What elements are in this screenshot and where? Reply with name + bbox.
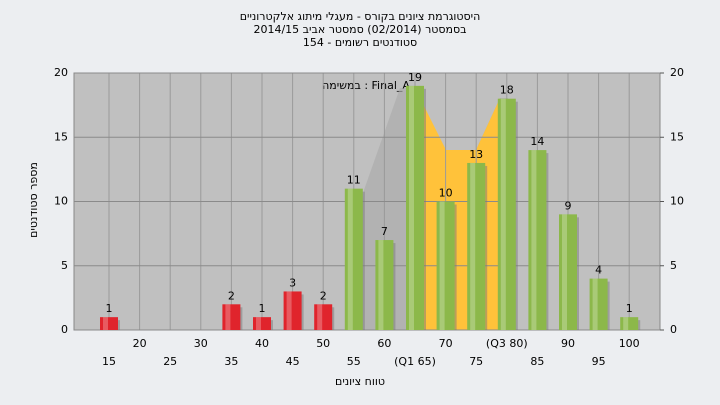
y-tick-label: 20	[54, 66, 68, 79]
bar-highlight	[103, 317, 108, 330]
data-label: 1	[626, 302, 633, 315]
data-label: 1	[259, 302, 266, 315]
y2-tick-label: 20	[670, 66, 684, 79]
data-label: 9	[565, 199, 572, 212]
bar-highlight	[347, 188, 353, 330]
x-tick-label: 70	[439, 337, 453, 350]
bar	[253, 317, 271, 330]
data-label: 11	[347, 174, 361, 187]
x-tick-label: 55	[347, 355, 361, 368]
x-tick-label: 100	[619, 337, 640, 350]
bar	[559, 214, 577, 330]
bar	[467, 162, 486, 330]
x-tick-label: 15	[102, 355, 116, 368]
bar	[497, 98, 516, 330]
bar	[314, 304, 333, 330]
data-label: 7	[381, 225, 388, 238]
bar-highlight	[378, 240, 384, 330]
bar	[344, 188, 363, 330]
y2-tick-label: 15	[670, 130, 684, 143]
bar	[222, 304, 241, 330]
x-tick-label: 35	[224, 355, 238, 368]
y2-tick-label: 0	[670, 323, 677, 336]
data-label: 10	[439, 187, 453, 200]
bar-highlight	[256, 317, 261, 330]
bar	[100, 317, 118, 330]
y-tick-label: 10	[54, 195, 68, 208]
x-tick-label: 50	[316, 337, 330, 350]
y-tick-label: 15	[54, 130, 68, 143]
y2-tick-label: 5	[670, 259, 677, 272]
data-label: 13	[469, 148, 483, 161]
bar-highlight	[225, 304, 231, 330]
bar-highlight	[317, 304, 323, 330]
bar-highlight	[592, 278, 598, 330]
data-label: 18	[500, 84, 514, 97]
x-tick-label: 40	[255, 337, 269, 350]
bar-highlight	[470, 162, 476, 330]
y-axis-label: מספר סטודנטים	[27, 162, 40, 238]
y2-tick-label: 10	[670, 195, 684, 208]
x-axis-label: טווח ציונים	[335, 375, 385, 388]
data-label: 2	[228, 289, 235, 302]
x-tick-label: 75	[469, 355, 483, 368]
bar-highlight	[531, 150, 537, 330]
bar-highlight	[409, 85, 414, 330]
x-tick-label: 60	[377, 337, 391, 350]
x-tick-label: 25	[163, 355, 177, 368]
bar	[620, 317, 639, 330]
bar	[283, 291, 302, 330]
bar	[528, 150, 547, 330]
x-tick-label: (Q1 65)	[394, 355, 436, 368]
bar-highlight	[623, 317, 629, 330]
bar	[375, 240, 394, 330]
data-label: 2	[320, 289, 327, 302]
x-tick-label: 30	[194, 337, 208, 350]
data-label: 19	[408, 71, 422, 84]
x-tick-label: 45	[286, 355, 300, 368]
chart-subtitle: בסמסטר (02/2014) סמסטר אביב 2014/15	[253, 23, 466, 36]
x-tick-label: 20	[133, 337, 147, 350]
chart-subtitle: סטודנטים רשומים - 154	[303, 36, 417, 49]
bar-highlight	[562, 214, 567, 330]
data-label: 14	[530, 135, 544, 148]
chart-title: היסטוגרמת ציונים בקורס - מעגלי מיתוג אלק…	[240, 10, 481, 23]
data-label: 1	[106, 302, 113, 315]
annotation: במשימה : Final_A	[322, 79, 410, 92]
x-tick-label: (Q3 80)	[486, 337, 528, 350]
bar	[436, 201, 455, 330]
data-label: 3	[289, 276, 296, 289]
bar-highlight	[500, 98, 506, 330]
x-tick-label: 95	[592, 355, 606, 368]
x-tick-label: 90	[561, 337, 575, 350]
bar	[406, 85, 424, 330]
data-label: 4	[595, 264, 602, 277]
y-tick-label: 0	[61, 323, 68, 336]
bar	[589, 278, 608, 330]
bar-highlight	[286, 291, 292, 330]
bar-highlight	[439, 201, 445, 330]
x-tick-label: 85	[530, 355, 544, 368]
y-tick-label: 5	[61, 259, 68, 272]
